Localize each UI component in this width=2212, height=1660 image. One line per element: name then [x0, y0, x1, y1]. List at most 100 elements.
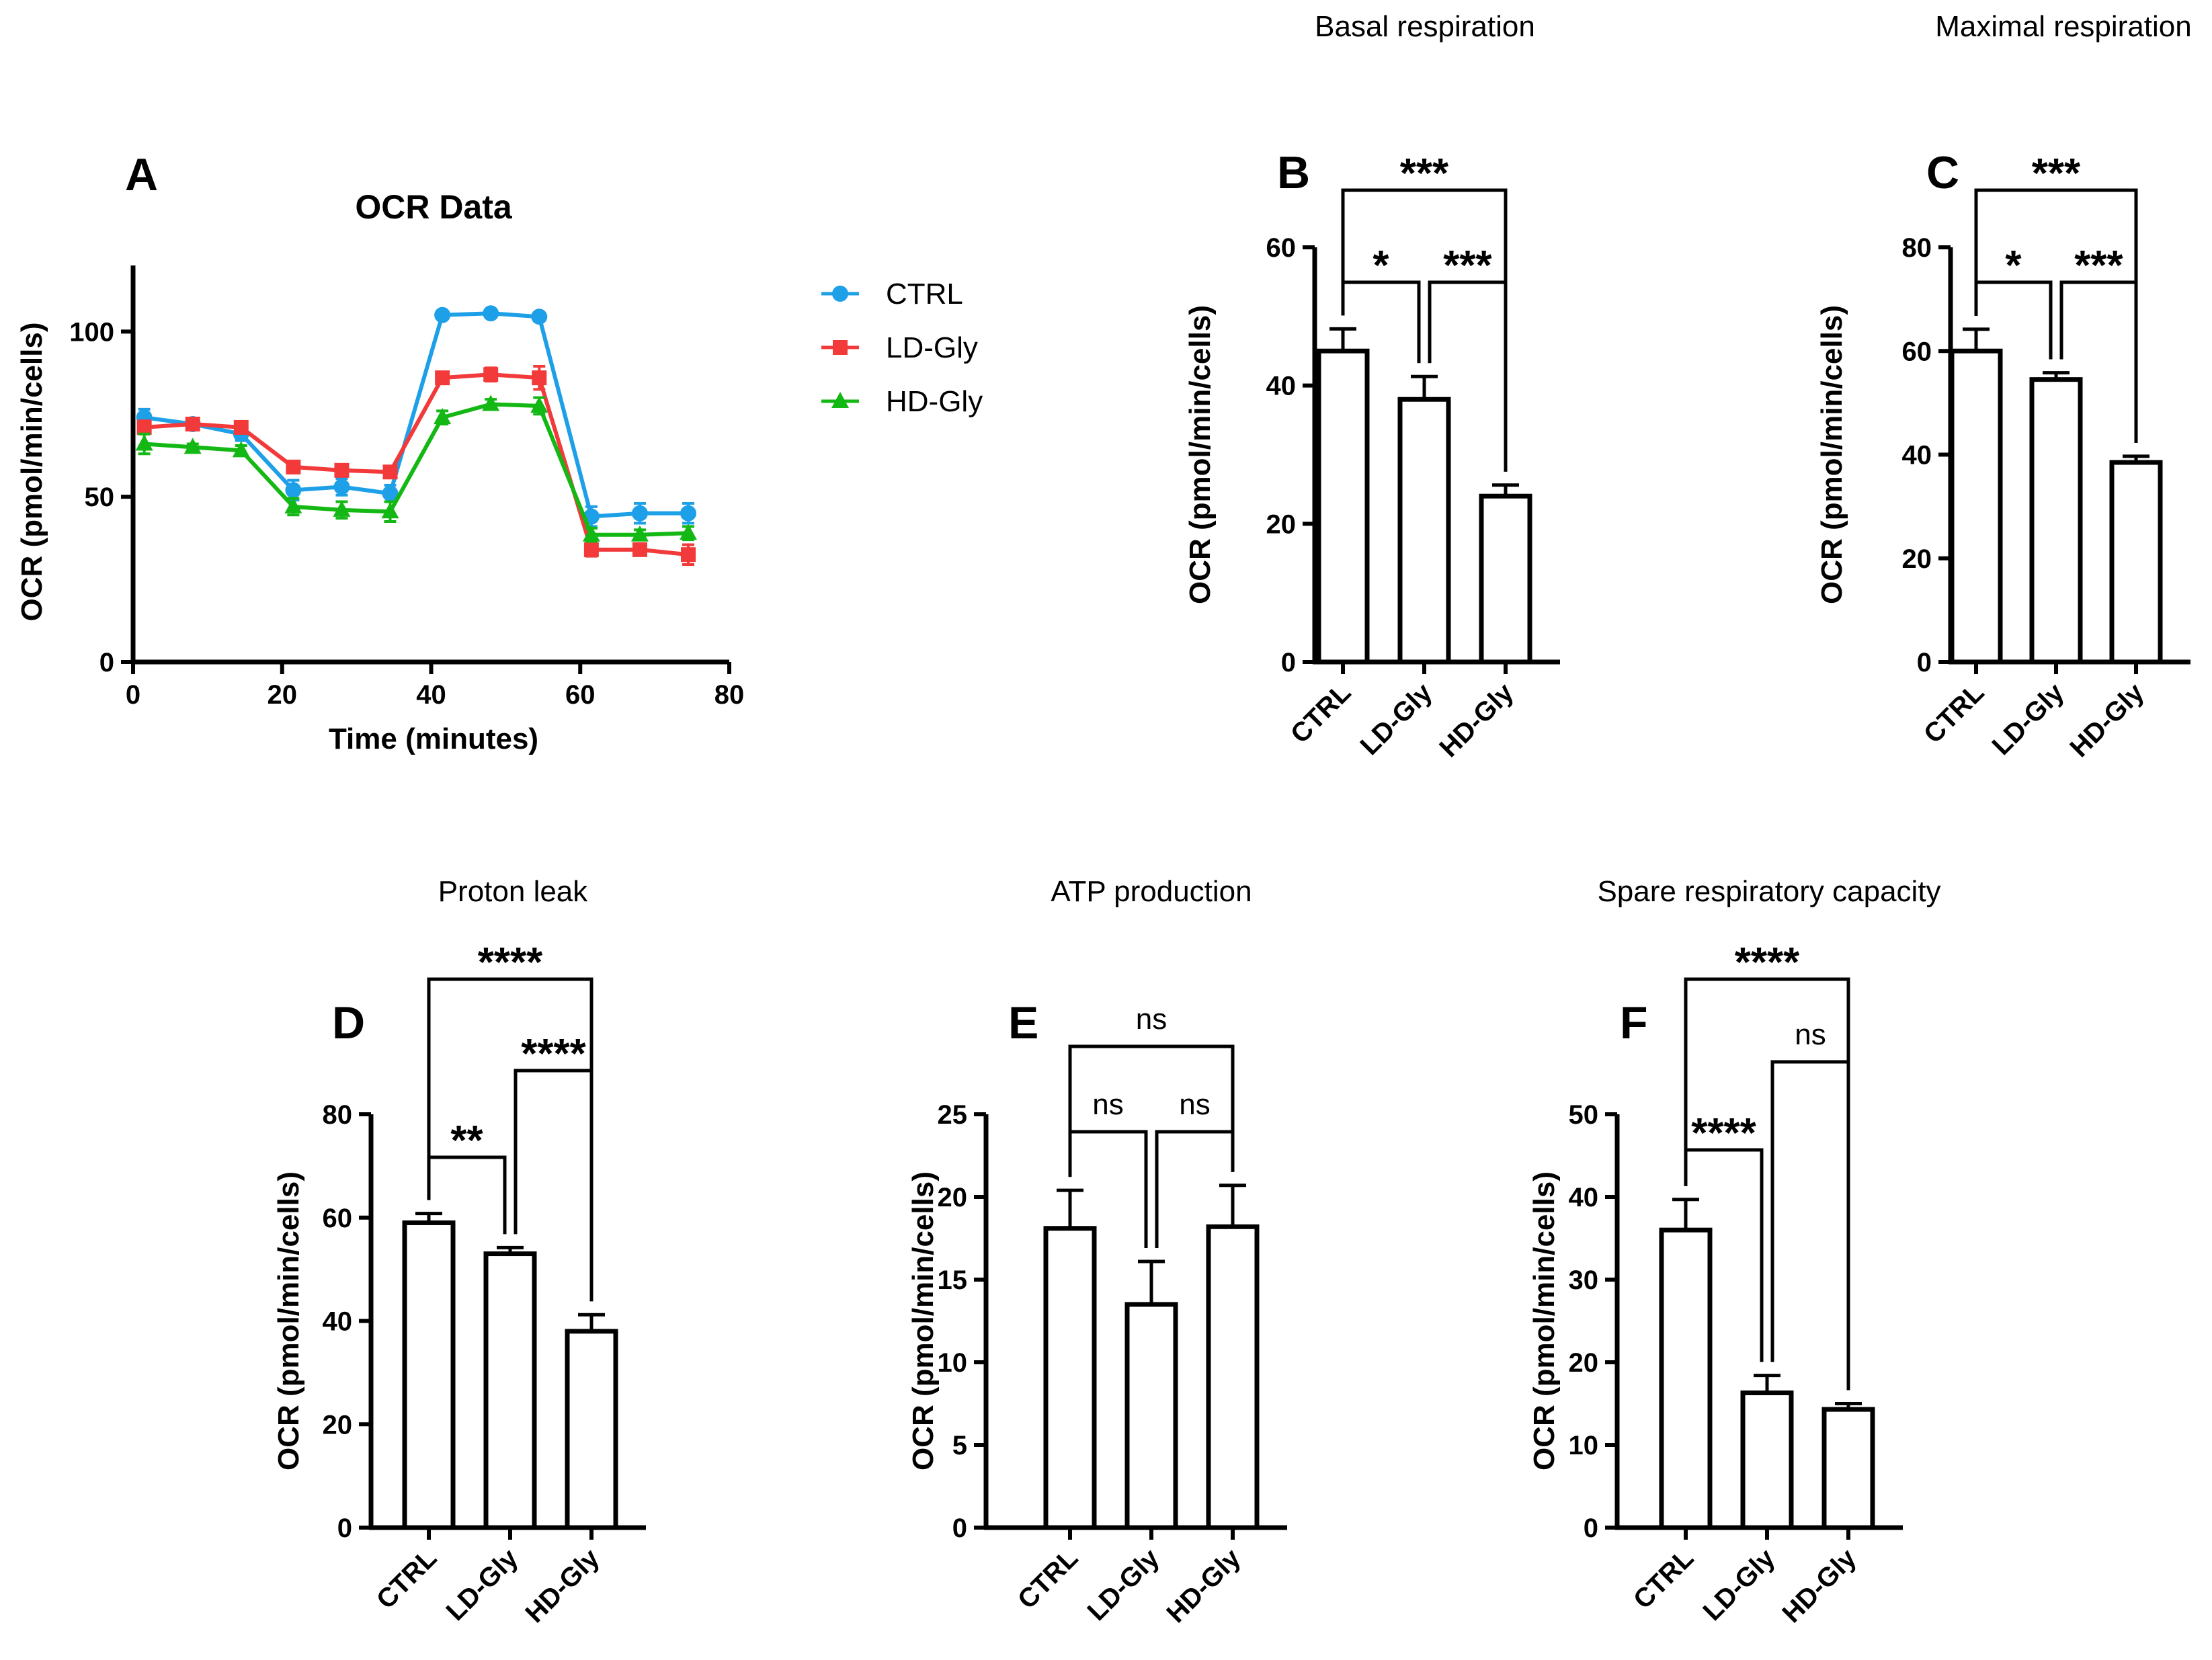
series-line-ctrl — [144, 311, 689, 519]
data-point — [435, 370, 450, 386]
bar-hd-gly — [1206, 1224, 1260, 1530]
data-point — [434, 408, 452, 425]
y-tick-label: 10 — [938, 1348, 968, 1378]
data-point — [482, 395, 500, 411]
y-tick-label: 10 — [1569, 1431, 1599, 1460]
y-tick-label: 0 — [1584, 1513, 1598, 1543]
data-point — [531, 308, 548, 325]
y-axis-title: OCR (pmol/min/cells) — [1528, 1171, 1561, 1470]
significance-label: **** — [478, 940, 543, 986]
data-point — [381, 502, 399, 519]
y-tick-label: 20 — [1569, 1348, 1599, 1378]
y-tick-label: 40 — [323, 1307, 353, 1337]
y-axis-title: OCR (pmol/min/cells) — [15, 323, 48, 622]
y-axis-title: OCR (pmol/min/cells) — [907, 1171, 940, 1470]
y-tick-label: 20 — [323, 1410, 353, 1440]
data-point — [285, 482, 302, 499]
y-tick-label: 20 — [938, 1183, 968, 1212]
significance-label: ** — [450, 1118, 483, 1164]
data-point — [582, 525, 600, 542]
y-tick-label: 60 — [1266, 233, 1297, 263]
x-tick-label: 60 — [565, 680, 596, 710]
legend-marker — [832, 286, 848, 302]
data-point — [183, 438, 202, 454]
data-point — [434, 306, 451, 323]
legend-marker — [831, 392, 849, 408]
y-axis-title: OCR (pmol/min/cells) — [272, 1171, 305, 1470]
x-tick-label: CTRL — [1918, 677, 1990, 749]
panel-letter-e: E — [1008, 997, 1038, 1048]
legend-item-hd-gly: HD-Gly — [821, 385, 983, 418]
error-bar — [1138, 1259, 1165, 1304]
bar-ld-gly — [1124, 1302, 1178, 1530]
bar-ctrl — [1316, 348, 1370, 665]
data-point — [382, 464, 398, 480]
panel-e-atp-production: ATP production E OCR (pmol/min/cells) 0 5 10 1… — [907, 875, 1287, 1628]
x-tick-label: CTRL — [371, 1543, 443, 1615]
data-point — [284, 497, 302, 513]
data-point — [681, 547, 696, 563]
panel-a-ocr-line-chart: A OCR Data OCR (pmol/min/cells) Time (mi… — [15, 149, 983, 755]
panel-f-spare-respiratory-capacity: Spare respiratory capacity F OCR (pmol/min… — [1528, 875, 1941, 1628]
data-point — [530, 396, 548, 413]
panel-header: Basal respiration — [1315, 10, 1535, 43]
significance-bracket — [1684, 977, 1850, 1391]
series-line-hd-gly — [144, 402, 689, 537]
y-axis-title: OCR (pmol/min/cells) — [1184, 305, 1217, 604]
data-point — [583, 542, 599, 557]
bar-hd-gly — [2109, 460, 2163, 665]
x-tick-label: HD-Gly — [1776, 1543, 1862, 1629]
y-tick-label: 30 — [1569, 1265, 1599, 1295]
data-point — [334, 462, 350, 478]
panel-letter-c: C — [1926, 147, 1959, 198]
significance-label: *** — [2074, 243, 2123, 289]
panel-header: Spare respiratory capacity — [1597, 875, 1940, 908]
chart-title: OCR Data — [355, 188, 513, 226]
bar-hd-gly — [565, 1329, 618, 1530]
significance-label: **** — [1691, 1110, 1756, 1157]
bar-ctrl — [1949, 348, 2003, 665]
x-tick-label: 40 — [416, 680, 446, 710]
series-line-ld-gly — [144, 372, 689, 557]
legend-label: HD-Gly — [886, 385, 983, 418]
y-tick-label: 40 — [1266, 372, 1297, 401]
significance-label: * — [2005, 243, 2022, 289]
data-point — [232, 441, 250, 458]
legend-label: CTRL — [886, 278, 963, 310]
x-tick-label: 0 — [126, 680, 140, 710]
y-tick-label: 50 — [1569, 1100, 1599, 1130]
error-bar — [1329, 327, 1356, 351]
significance-bracket — [1068, 1044, 1235, 1177]
significance-label: ns — [1179, 1088, 1210, 1121]
y-tick-label: 0 — [952, 1513, 967, 1543]
panel-header: Maximal respiration — [1935, 10, 2191, 43]
significance-label: ns — [1092, 1088, 1123, 1121]
y-tick-label: 15 — [938, 1265, 968, 1295]
panel-header: ATP production — [1051, 875, 1252, 908]
data-point — [286, 459, 301, 474]
data-point — [631, 505, 648, 522]
x-tick-label: CTRL — [1285, 677, 1357, 749]
error-bar — [1963, 327, 1990, 351]
error-bar — [1492, 483, 1519, 497]
x-tick-label: LD-Gly — [1987, 677, 2070, 761]
x-tick-label: LD-Gly — [441, 1543, 524, 1626]
significance-label: *** — [1400, 151, 1449, 197]
error-bar — [1754, 1374, 1780, 1393]
significance-label: ns — [1136, 1003, 1167, 1036]
error-bar — [1672, 1198, 1699, 1231]
x-tick-label: 80 — [714, 680, 745, 710]
bar-hd-gly — [1479, 493, 1532, 665]
significance-bracket — [427, 977, 593, 1302]
error-bar — [2043, 371, 2070, 380]
x-tick-label: LD-Gly — [1355, 677, 1438, 761]
y-tick-label: 80 — [1902, 233, 1932, 263]
legend-label: LD-Gly — [886, 331, 978, 364]
data-point — [680, 524, 698, 540]
data-point — [382, 485, 399, 502]
panel-b-basal-respiration: Basal respiration B OCR (pmol/min/cells) 0 2… — [1184, 10, 1560, 763]
significance-label: *** — [1443, 243, 1492, 289]
data-point — [333, 500, 351, 517]
panel-letter-f: F — [1620, 997, 1648, 1048]
panel-c-maximal-respiration: Maximal respiration C OCR (pmol/min/cells)… — [1815, 10, 2192, 763]
